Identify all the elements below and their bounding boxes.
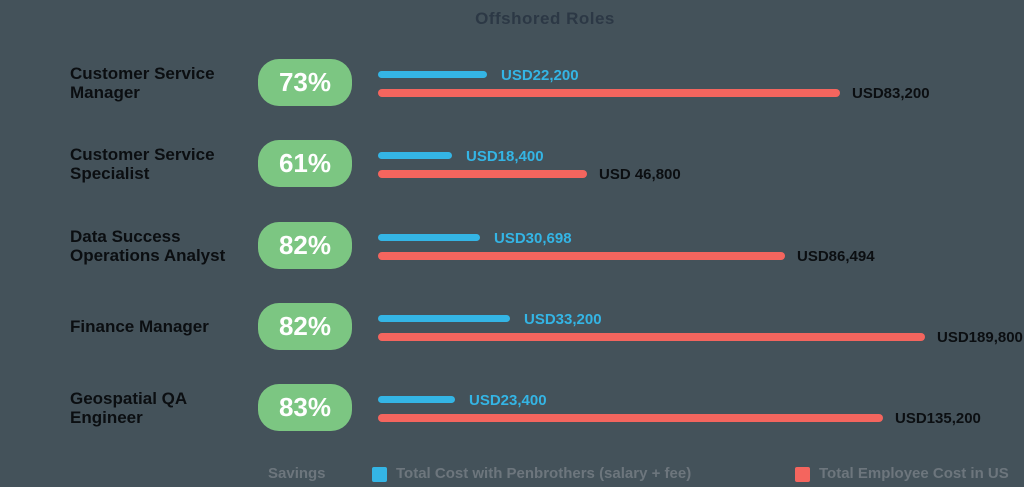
us-legend-swatch-icon — [795, 467, 810, 482]
role-label: Data Success Operations Analyst — [70, 226, 226, 265]
role-label: Customer Service Manager — [70, 64, 215, 102]
penbrothers-bar — [378, 152, 452, 160]
us-cost-label: USD135,200 — [895, 410, 981, 428]
savings-value: 83% — [278, 392, 332, 423]
penbrothers-bar — [378, 396, 455, 404]
us-bar — [378, 170, 587, 179]
us-bar — [378, 251, 785, 260]
role-label: Geospatial QA Engineer — [70, 389, 187, 428]
penbrothers-cost-label: USD33,200 — [524, 310, 602, 328]
penbrothers-cost-label: USD23,400 — [469, 392, 547, 410]
penbrothers-bar — [378, 314, 510, 322]
us-bar — [378, 414, 883, 423]
chart-row: Customer Service Specialist 61% USD18,40… — [0, 129, 1024, 199]
role-label: Customer Service Specialist — [70, 145, 215, 184]
legend-savings-label: Savings — [268, 465, 326, 482]
us-bar — [378, 89, 840, 97]
savings-value: 73% — [278, 67, 332, 97]
us-cost-label: USD189,800 — [937, 328, 1023, 346]
chart-row: Customer Service Manager 73% USD22,200 U… — [0, 48, 1024, 118]
legend-us-label: Total Employee Cost in US — [819, 465, 1009, 482]
chart-row: Geospatial QA Engineer 83% USD23,400 USD… — [0, 373, 1024, 443]
penbrothers-cost-label: USD22,200 — [501, 67, 579, 84]
savings-badge: 83% — [258, 384, 352, 432]
chart-row: Finance Manager 82% USD33,200 USD189,800 — [0, 292, 1024, 362]
chart-title: Offshored Roles — [475, 9, 615, 28]
penbrothers-cost-label: USD30,698 — [494, 229, 572, 247]
savings-badge: 61% — [258, 140, 352, 188]
role-label: Finance Manager — [70, 317, 209, 337]
savings-value: 61% — [278, 148, 332, 179]
penbrothers-bar — [378, 71, 487, 78]
us-cost-label: USD 46,800 — [599, 166, 681, 184]
legend-penbrothers-label: Total Cost with Penbrothers (salary + fe… — [396, 465, 692, 482]
penbrothers-legend-swatch-icon — [372, 467, 387, 482]
savings-badge: 82% — [258, 221, 352, 269]
us-cost-label: USD83,200 — [852, 85, 930, 102]
us-cost-label: USD86,494 — [797, 247, 875, 265]
savings-value: 82% — [278, 310, 332, 341]
us-bar — [378, 332, 925, 341]
savings-value: 82% — [278, 229, 332, 260]
savings-badge: 82% — [258, 302, 352, 350]
penbrothers-cost-label: USD18,400 — [466, 148, 544, 166]
penbrothers-bar — [378, 233, 480, 241]
savings-badge: 73% — [258, 59, 352, 106]
chart-row: Data Success Operations Analyst 82% USD3… — [0, 211, 1024, 281]
